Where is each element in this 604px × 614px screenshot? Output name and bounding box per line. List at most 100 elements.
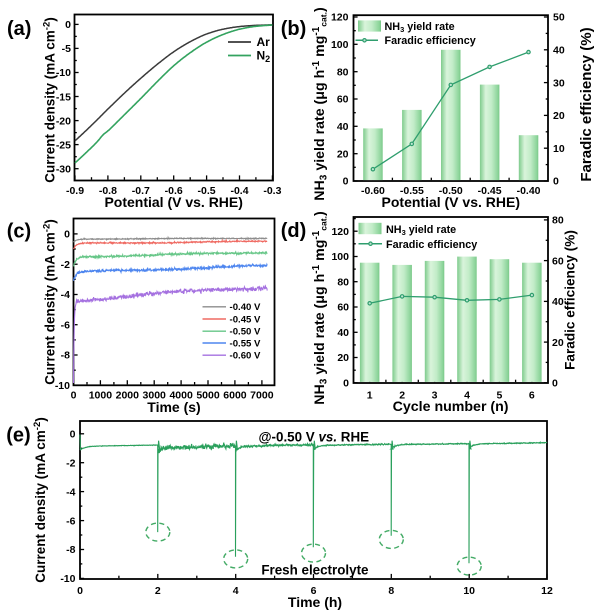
- svg-text:0: 0: [77, 585, 83, 597]
- svg-text:-2: -2: [61, 259, 70, 271]
- svg-text:6: 6: [529, 390, 535, 402]
- svg-text:20: 20: [553, 110, 565, 122]
- svg-text:0: 0: [343, 378, 349, 390]
- svg-text:NH3 yield rate (μg h-1 mg-1cat: NH3 yield rate (μg h-1 mg-1cat.): [311, 7, 330, 201]
- svg-text:-6: -6: [66, 515, 75, 527]
- svg-text:Time (h): Time (h): [288, 594, 342, 610]
- svg-text:-0.60 V: -0.60 V: [230, 351, 262, 362]
- svg-text:20: 20: [337, 148, 349, 160]
- svg-text:100: 100: [331, 39, 349, 51]
- svg-text:8: 8: [388, 585, 394, 597]
- svg-text:80: 80: [552, 215, 564, 227]
- svg-text:-0.6: -0.6: [165, 185, 183, 197]
- svg-text:-6: -6: [61, 319, 70, 331]
- svg-text:Faradic efficiency (%): Faradic efficiency (%): [563, 230, 578, 370]
- svg-text:Fresh electrolyte: Fresh electrolyte: [261, 563, 368, 578]
- svg-text:120: 120: [331, 12, 349, 24]
- svg-text:-0.45 V: -0.45 V: [230, 314, 262, 325]
- svg-text:(d): (d): [281, 220, 307, 242]
- svg-text:-0.50: -0.50: [439, 185, 463, 197]
- svg-text:10: 10: [463, 585, 475, 597]
- svg-text:(e): (e): [6, 425, 30, 447]
- svg-text:-0.9: -0.9: [66, 185, 84, 197]
- svg-text:6: 6: [311, 585, 317, 597]
- svg-text:4: 4: [464, 390, 470, 402]
- svg-text:NH3 yield rate (μg h-1 mg-1cat: NH3 yield rate (μg h-1 mg-1cat.): [311, 211, 330, 405]
- svg-text:Faradic efficiency: Faradic efficiency: [385, 35, 476, 47]
- svg-text:-8: -8: [61, 350, 70, 362]
- svg-text:0: 0: [552, 378, 558, 390]
- svg-text:-0.50 V: -0.50 V: [230, 327, 262, 338]
- svg-text:3: 3: [432, 390, 438, 402]
- svg-text:Time (s): Time (s): [147, 399, 200, 415]
- svg-text:2: 2: [155, 585, 161, 597]
- svg-text:40: 40: [552, 296, 564, 308]
- svg-text:6000: 6000: [223, 390, 247, 402]
- svg-text:(a): (a): [7, 18, 31, 40]
- svg-text:-2: -2: [66, 457, 75, 469]
- svg-text:@-0.50 V vs. RHE: @-0.50 V vs. RHE: [259, 430, 370, 445]
- svg-text:Potential (V vs. RHE): Potential (V vs. RHE): [104, 194, 242, 210]
- svg-text:2: 2: [399, 390, 405, 402]
- svg-text:-4: -4: [61, 289, 70, 301]
- svg-text:-0.8: -0.8: [99, 185, 117, 197]
- svg-text:4000: 4000: [169, 390, 193, 402]
- svg-text:-30: -30: [56, 163, 71, 175]
- svg-text:-0.40 V: -0.40 V: [230, 302, 262, 313]
- svg-text:-10: -10: [55, 380, 70, 392]
- svg-text:-0.7: -0.7: [132, 185, 150, 197]
- svg-text:40: 40: [553, 45, 565, 57]
- svg-text:-0.5: -0.5: [198, 185, 216, 197]
- svg-text:12: 12: [541, 585, 553, 597]
- svg-text:-0.40: -0.40: [517, 185, 541, 197]
- svg-text:5: 5: [496, 390, 502, 402]
- svg-text:Potential (V vs. RHE): Potential (V vs. RHE): [382, 194, 520, 210]
- svg-text:NH3 yield rate: NH3 yield rate: [385, 21, 455, 34]
- svg-text:Faradic efficiency: Faradic efficiency: [386, 239, 477, 251]
- svg-text:2000: 2000: [116, 390, 140, 402]
- svg-text:-10: -10: [56, 67, 71, 79]
- svg-text:5000: 5000: [196, 390, 220, 402]
- svg-text:50: 50: [553, 12, 565, 24]
- svg-text:30: 30: [553, 77, 565, 89]
- svg-text:-0.45: -0.45: [478, 185, 502, 197]
- svg-text:(b): (b): [281, 18, 307, 40]
- svg-text:0: 0: [343, 176, 349, 188]
- svg-text:-20: -20: [56, 115, 71, 127]
- svg-text:Current density (mA cm-2): Current density (mA cm-2): [32, 417, 48, 582]
- svg-text:60: 60: [552, 255, 564, 267]
- svg-text:40: 40: [337, 121, 349, 133]
- svg-text:10: 10: [553, 143, 565, 155]
- svg-text:-0.60: -0.60: [361, 185, 385, 197]
- svg-text:3000: 3000: [143, 390, 167, 402]
- svg-text:-0.55 V: -0.55 V: [230, 338, 262, 349]
- svg-text:-5: -5: [62, 43, 71, 55]
- svg-text:Faradic efficiency (%): Faradic efficiency (%): [578, 27, 595, 181]
- svg-text:0: 0: [71, 390, 77, 402]
- svg-text:60: 60: [337, 94, 349, 106]
- svg-text:0: 0: [65, 19, 71, 31]
- svg-text:-25: -25: [56, 139, 71, 151]
- svg-text:-10: -10: [60, 573, 75, 585]
- svg-text:40: 40: [337, 327, 349, 339]
- svg-text:7000: 7000: [250, 390, 274, 402]
- svg-text:Current density (mA cm-2): Current density (mA cm-2): [42, 219, 58, 384]
- svg-text:0: 0: [553, 176, 559, 188]
- svg-text:4: 4: [233, 585, 239, 597]
- svg-text:80: 80: [337, 66, 349, 78]
- svg-text:0: 0: [70, 429, 76, 441]
- svg-text:20: 20: [337, 352, 349, 364]
- svg-text:Current density (mA cm-2): Current density (mA cm-2): [42, 17, 58, 182]
- svg-text:(c): (c): [7, 220, 31, 242]
- svg-text:60: 60: [337, 302, 349, 314]
- svg-text:1000: 1000: [89, 390, 113, 402]
- svg-text:120: 120: [331, 226, 349, 238]
- svg-text:80: 80: [337, 276, 349, 288]
- svg-text:0: 0: [64, 229, 70, 241]
- svg-text:Cycle number (n): Cycle number (n): [393, 399, 509, 415]
- svg-text:NH3 yield rate: NH3 yield rate: [386, 224, 456, 237]
- svg-text:-0.4: -0.4: [230, 185, 248, 197]
- svg-text:-4: -4: [66, 486, 75, 498]
- svg-text:Ar: Ar: [257, 35, 271, 49]
- svg-text:-8: -8: [66, 544, 75, 556]
